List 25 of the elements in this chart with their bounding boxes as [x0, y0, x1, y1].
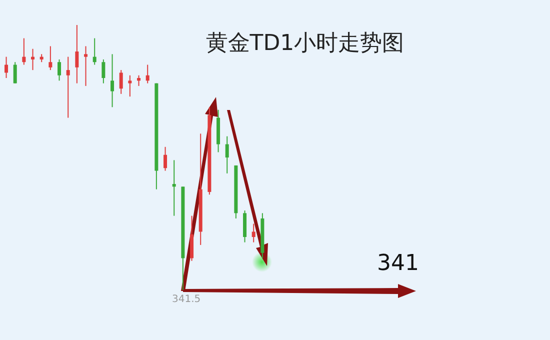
candlestick: [31, 48, 35, 71]
candlestick: [190, 215, 194, 262]
candlestick: [66, 56, 70, 118]
chart-title: 黄金TD1小时走势图: [204, 30, 406, 58]
candlestick: [75, 25, 79, 84]
candlestick: [110, 54, 114, 108]
candlestick: [146, 64, 150, 84]
candlestick: [48, 46, 52, 71]
text: 341: [377, 251, 419, 276]
candlestick: [137, 74, 141, 86]
candlestick: [128, 74, 132, 98]
candlestick: [252, 223, 256, 243]
candlestick: [164, 146, 168, 172]
candlestick: [119, 70, 123, 94]
candlestick: [22, 38, 26, 66]
candlestick: [13, 62, 17, 84]
candlestick: [172, 160, 176, 216]
candlestick: [4, 56, 8, 78]
annotation: 341.5: [172, 294, 201, 305]
candlestick: [92, 38, 96, 66]
candlestick: [84, 46, 88, 86]
candlestick: [225, 136, 229, 174]
candlestick: [102, 58, 106, 84]
candlestick: [243, 210, 247, 243]
candlestick: [58, 58, 62, 82]
